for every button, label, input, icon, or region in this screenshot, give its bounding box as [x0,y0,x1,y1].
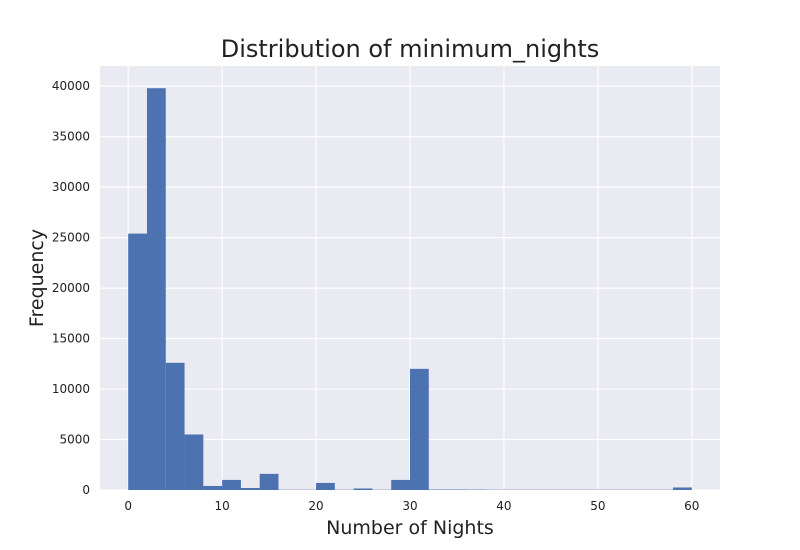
histogram-bar [146,88,166,490]
x-tick-label: 0 [124,499,132,513]
y-tick-label: 15000 [52,332,90,346]
x-tick-label: 10 [214,499,229,513]
histogram-bar [184,434,204,490]
x-axis-label: Number of Nights [326,517,494,539]
histogram-bar [410,368,429,490]
histogram-bar [259,473,279,490]
histogram-bar [222,479,241,490]
y-tick-label: 40000 [52,79,90,93]
histogram-bar [673,487,692,490]
y-tick-label: 10000 [52,382,90,396]
histogram-bar [353,488,373,490]
x-axis-ticks: 0 10 20 30 40 50 60 [124,499,699,513]
y-axis-ticks: 0 5000 10000 15000 20000 25000 30000 35000 40000 [52,79,90,497]
histogram-bar [203,485,223,490]
x-tick-label: 40 [496,499,511,513]
y-tick-label: 25000 [52,231,90,245]
histogram-bar [428,489,448,490]
histogram-bar [447,489,467,490]
histogram-bar [316,482,335,490]
y-tick-label: 20000 [52,281,90,295]
y-tick-label: 5000 [59,433,90,447]
histogram-bar [128,233,147,491]
x-tick-label: 30 [402,499,417,513]
y-axis-label: Frequency [26,229,48,327]
chart-title: Distribution of minimum_nights [221,35,600,63]
x-tick-label: 50 [590,499,605,513]
histogram-bar [240,487,260,490]
x-tick-label: 60 [684,499,699,513]
x-tick-label: 20 [308,499,323,513]
y-tick-label: 35000 [52,130,90,144]
y-tick-label: 30000 [52,180,90,194]
histogram-bars [128,88,692,491]
histogram-bar [165,362,185,490]
y-tick-label: 0 [82,483,90,497]
histogram-bar [391,479,410,490]
